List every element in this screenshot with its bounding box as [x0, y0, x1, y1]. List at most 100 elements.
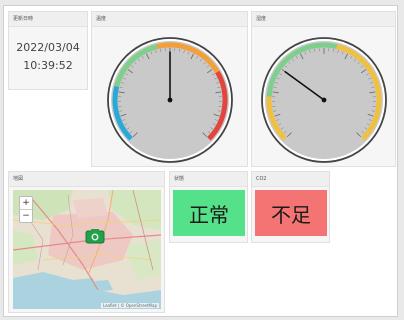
- gauge-tick: [214, 119, 218, 121]
- clock-panel-title: 更新日時: [9, 12, 87, 27]
- gauge-tick: [178, 48, 180, 52]
- gauge-tick: [122, 119, 126, 121]
- map-attribution[interactable]: Leaflet | © OpenStreetMap: [100, 303, 159, 308]
- gauge-tick: [146, 53, 150, 60]
- gauge-tick: [366, 123, 370, 126]
- gauge-tick: [274, 113, 281, 117]
- gauge-tick: [210, 127, 214, 130]
- gauge-tick: [214, 77, 218, 80]
- gauge-tick: [368, 77, 372, 80]
- gauge-tick: [132, 132, 138, 138]
- status-panel-2: CO2 不足: [251, 171, 330, 243]
- map-panel: 地図: [8, 171, 165, 313]
- gauge-tick: [360, 69, 367, 74]
- gauge-tick: [127, 69, 134, 74]
- gauge-tick: [295, 55, 298, 59]
- status-panel-1: 状態 正常: [169, 171, 248, 243]
- gauge-tick: [150, 51, 153, 55]
- gauge-tick: [371, 86, 375, 89]
- temperature-gauge: [107, 37, 233, 163]
- gauge-tick: [216, 82, 219, 84]
- humidity-panel: 湿度: [251, 11, 396, 167]
- clock-date: 2022/03/04: [16, 41, 80, 54]
- gauge-band: [156, 42, 220, 74]
- gauge-tick: [357, 61, 360, 65]
- gauge-tick: [368, 119, 372, 121]
- temperature-panel-title: 温度: [92, 12, 247, 27]
- gauge-band: [207, 70, 228, 141]
- gauge-tick: [155, 50, 157, 54]
- gauge-tick: [276, 119, 280, 121]
- gauge-tick: [279, 73, 282, 76]
- map-view[interactable]: + − Leaflet | © OpenStreetMap: [13, 190, 161, 309]
- gauge-band: [112, 85, 133, 141]
- clock-panel: 更新日時 2022/03/04 10:39:52: [8, 11, 88, 90]
- camera-marker-icon[interactable]: [85, 228, 105, 244]
- gauge-tick: [206, 69, 213, 74]
- gauge-tick: [273, 86, 277, 89]
- gauge-band: [114, 44, 158, 88]
- map-panel-title: 地図: [9, 172, 164, 187]
- map-zoom-control: + −: [19, 196, 33, 223]
- gauge-tick: [215, 91, 222, 94]
- gauge-tick: [370, 82, 373, 84]
- status-insufficient-indicator: 不足: [255, 190, 327, 236]
- gauge-tick: [280, 127, 284, 130]
- gauge-tick: [121, 82, 124, 84]
- gauge-tick: [124, 123, 128, 126]
- gauge-tick: [217, 86, 221, 89]
- gauge-hub: [167, 97, 173, 103]
- gauge-tick: [187, 51, 190, 55]
- humidity-gauge: [261, 37, 387, 163]
- gauge-tick: [304, 51, 307, 55]
- gauge-hub: [321, 97, 327, 103]
- gauge-tick: [134, 61, 137, 65]
- gauge-tick: [199, 58, 203, 62]
- humidity-panel-title: 湿度: [252, 12, 395, 27]
- gauge-tick: [356, 132, 362, 138]
- gauge-tick: [129, 131, 133, 134]
- gauge-tick: [366, 73, 369, 76]
- gauge-tick: [183, 50, 185, 54]
- gauge-tick: [360, 65, 364, 68]
- gauge-tick: [118, 91, 125, 94]
- gauge-tick: [119, 110, 123, 112]
- gauge-tick: [369, 91, 376, 94]
- gauge-tick: [217, 110, 221, 112]
- zoom-in-button[interactable]: +: [22, 198, 30, 208]
- map-tiles: [13, 190, 161, 309]
- gauge-tick: [332, 48, 334, 52]
- dashboard: 更新日時 2022/03/04 10:39:52 温度 湿度 地図: [3, 5, 398, 317]
- gauge-tick: [212, 73, 215, 76]
- gauge-tick: [212, 123, 216, 126]
- gauge-band: [266, 42, 338, 97]
- gauge-tick: [160, 48, 162, 52]
- gauge-tick: [190, 53, 194, 60]
- gauge-tick: [364, 127, 368, 130]
- gauge-tick: [141, 55, 144, 59]
- gauge-tick: [276, 77, 280, 80]
- gauge-tick: [300, 53, 304, 60]
- temperature-panel: 温度: [91, 11, 248, 167]
- gauge-tick: [353, 58, 357, 62]
- gauge-tick: [350, 55, 353, 59]
- gauge-tick: [275, 82, 278, 84]
- gauge-tick: [286, 132, 292, 138]
- gauge-tick: [288, 61, 291, 65]
- gauge-band: [266, 96, 287, 141]
- gauge-tick: [125, 73, 128, 76]
- gauge-tick: [344, 53, 348, 60]
- gauge-tick: [203, 61, 206, 65]
- gauge-tick: [283, 131, 287, 134]
- gauge-band: [336, 44, 382, 141]
- gauge-needle: [284, 70, 325, 101]
- gauge-tick: [309, 50, 311, 54]
- gauge-tick: [137, 58, 141, 62]
- gauge-tick: [207, 131, 211, 134]
- gauge-tick: [120, 113, 127, 117]
- zoom-out-button[interactable]: −: [20, 209, 32, 222]
- gauge-tick: [213, 113, 220, 117]
- status-normal-indicator: 正常: [173, 190, 245, 236]
- gauge-tick: [202, 132, 208, 138]
- gauge-tick: [122, 77, 126, 80]
